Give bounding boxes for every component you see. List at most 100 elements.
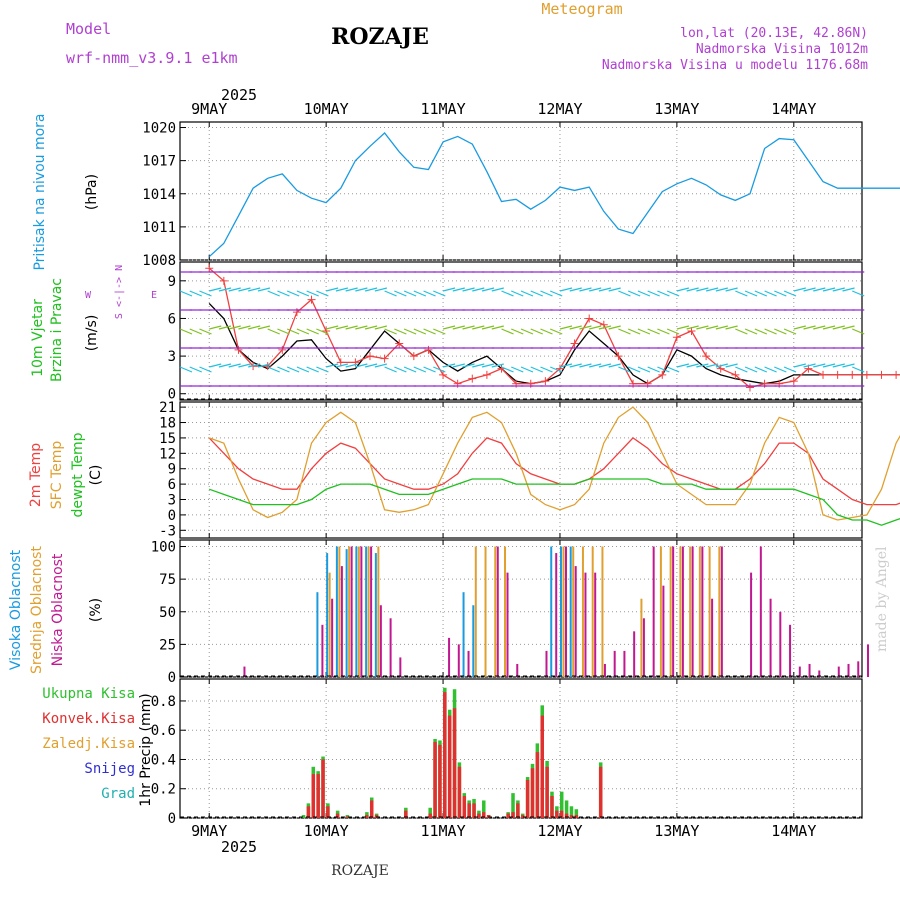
precip-bar [452,708,457,818]
cloud-bar [669,546,672,677]
wind-gust-marker [234,345,243,354]
cloud-bar [316,592,319,677]
wind-arrow [559,363,573,368]
cloud-bar [494,546,497,677]
wind-gust-marker [892,370,900,379]
precip-bar [301,815,306,818]
temperature-ytick-label: 18 [159,416,176,432]
cloud-bar [659,546,662,677]
precip-bar [447,715,452,818]
cloud-bar [350,546,353,677]
precip-bar [326,806,330,818]
precip-bar [574,815,579,818]
precip-ytick-label: 0.8 [151,694,176,710]
precip-bar [316,774,320,818]
wind-arrow [277,328,290,335]
wind-arrow [511,366,524,373]
cloud-bar [718,546,721,677]
wind-gust-marker [278,345,287,354]
precip-bar [369,800,374,818]
day-label-top: 11MAY [420,100,465,118]
wind-arrow [228,287,241,292]
wind-arrow [286,328,300,335]
cloud-bar [601,546,604,677]
wind-arrow [735,290,748,297]
wind-arrow [286,366,300,373]
wind-compass-e: E [151,290,157,301]
cloud-bar [711,598,714,677]
wind-arrow [335,363,349,368]
wind-arrow [501,290,514,297]
cloud-label-low: Niska Oblacnost [50,553,66,666]
cloud-bar [506,572,509,677]
pressure-ytick-label: 1011 [142,220,176,236]
wind-arrow [394,366,407,373]
precip-bar [482,800,486,818]
cloud-bar [642,618,645,677]
cloud-bar [640,598,643,677]
wind-arrow [433,290,446,297]
precip-legend-hail: Grad [101,786,135,802]
wind-arrow [442,287,456,292]
cloud-bar [789,624,792,677]
wind-arrow [647,290,660,297]
model-name: wrf-nmm_v3.9.1 e1km [66,49,238,67]
wind-arrow [384,328,397,335]
pressure-ytick-label: 1020 [142,121,176,137]
day-label-top: 9MAY [191,100,227,118]
wind-arrow [676,325,690,330]
wind-ytick-label: 6 [168,311,176,327]
wind-series-line [208,302,900,385]
cloud-bar [603,663,606,677]
wind-arrow [374,287,388,292]
cloud-bar [591,546,594,677]
wind-arrow [754,328,768,335]
cloud-bar [472,605,475,677]
wind-arrow [579,363,592,368]
precip-bar [311,774,316,818]
wind-arrow [257,325,271,330]
wind-arrow [384,366,397,373]
wind-arrow [852,366,865,373]
wind-arrow [452,363,465,368]
wind-gust-marker [848,370,857,379]
wind-arrow [822,363,836,368]
temperature-ytick-label: 0 [168,508,176,524]
wind-arrow [598,363,612,368]
wind-arrow [179,366,193,373]
cloud-bar [374,553,377,677]
precip-bar [521,815,525,818]
wind-arrow [774,290,787,297]
wind-gust-marker [482,370,491,379]
wind-arrow [501,366,514,373]
wind-gust-marker [658,370,667,379]
wind-arrow [627,328,641,335]
precip-bar [559,791,564,818]
wind-arrow [345,287,358,292]
cloud-bar [623,650,626,677]
wind-arrow [325,287,339,292]
precip-bar [564,800,569,818]
cloud-bar [672,546,675,677]
cloud-bar [652,546,655,677]
wind-arrow [715,325,729,330]
day-label-bottom: 12MAY [537,822,582,840]
precip-bar [477,813,481,818]
wind-arrow [296,366,310,373]
wind-arrow [666,328,680,335]
precip-legend-total: Ukupna Kisa [42,686,135,702]
wind-arrow [725,325,738,330]
wind-arrow [355,287,368,292]
wind-compass-ns: S <-|-> N [114,265,125,319]
wind-arrow [452,287,465,292]
wind-arrow [676,363,690,368]
wind-arrow [715,363,729,368]
cloud-ytick-label: 25 [159,637,176,653]
wind-arrow [403,290,417,297]
wind-arrow [286,290,300,297]
wind-arrow [306,328,319,335]
wind-arrow [705,287,719,292]
wind-arrow [608,363,621,368]
precip-bar [467,803,471,818]
